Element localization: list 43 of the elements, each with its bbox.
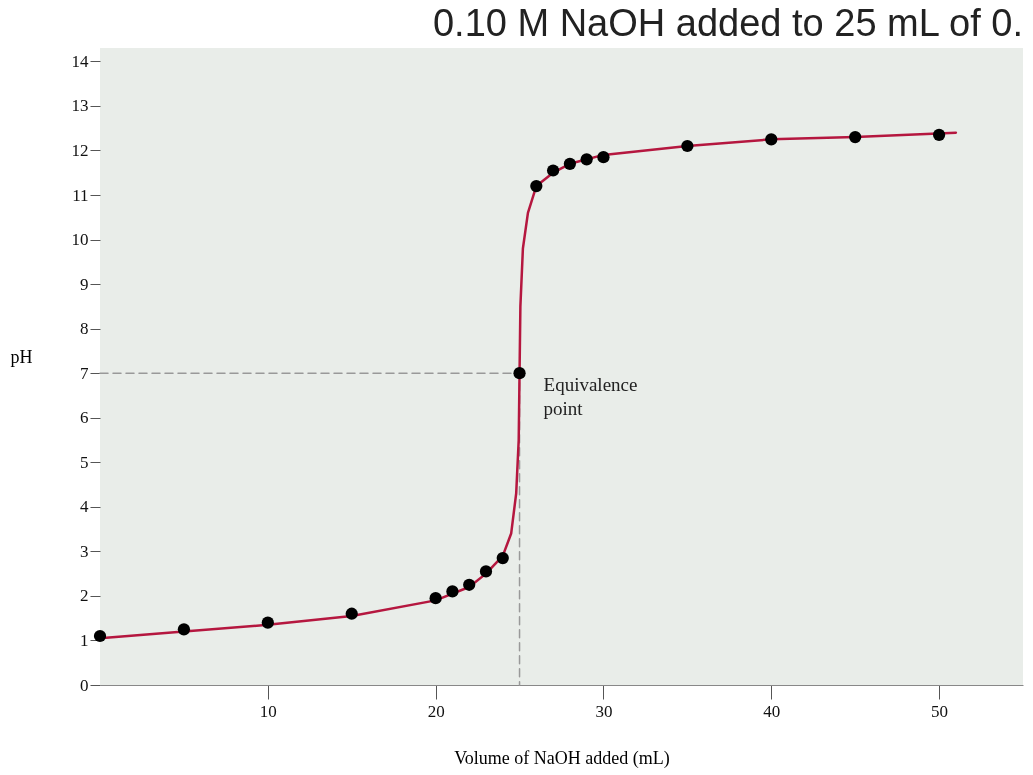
point [932, 128, 946, 141]
point [765, 133, 778, 146]
point [563, 157, 577, 170]
y-tick-label: 14 [71, 51, 89, 71]
point [446, 585, 459, 598]
point [681, 139, 694, 153]
y-tick-label: 11 [72, 185, 89, 205]
point [479, 565, 493, 578]
point [597, 151, 610, 164]
y-tick-label: 6 [80, 408, 89, 428]
point [463, 578, 476, 591]
y-axis-title: pH [10, 347, 33, 367]
x-tick-label: 50 [931, 701, 949, 721]
y-tick-label: 1 [80, 630, 89, 650]
x-tick-label: 30 [595, 701, 613, 721]
x-tick-label: 20 [427, 701, 445, 721]
point [513, 367, 526, 380]
y-tick-label: 3 [80, 541, 89, 561]
x-tick-label: 40 [763, 701, 781, 721]
point [546, 164, 560, 177]
y-tick-label: 5 [80, 452, 89, 472]
y-tick-label: 4 [80, 497, 89, 517]
point [496, 551, 509, 565]
chart-title: 0.10 M NaOH added to 25 mL of 0. [432, 2, 1023, 44]
point [530, 179, 543, 193]
point [580, 153, 593, 166]
x-tick-label: 10 [259, 701, 277, 721]
point [429, 592, 442, 605]
y-tick-label: 2 [80, 586, 89, 606]
point [261, 616, 274, 629]
y-tick-label: 0 [80, 675, 89, 695]
point [177, 623, 191, 636]
y-tick-label: 12 [71, 140, 89, 160]
y-tick-label: 7 [80, 363, 89, 383]
y-tick-label: 9 [80, 274, 89, 294]
point [93, 629, 107, 643]
y-tick-label: 8 [80, 319, 89, 339]
x-axis-title: Volume of NaOH added (mL) [454, 747, 670, 769]
annotation: Equivalence point [543, 374, 638, 420]
y-tick-label: 10 [71, 230, 89, 250]
y-tick-label: 13 [71, 96, 89, 116]
point [345, 607, 358, 620]
point [849, 130, 862, 144]
